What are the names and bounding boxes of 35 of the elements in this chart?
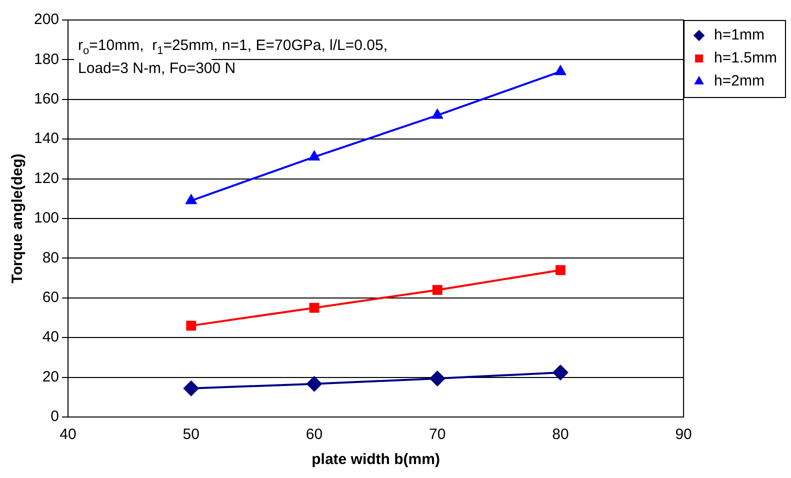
y-axis-title: Torque angle(deg) (9, 154, 26, 284)
annotation: Load=3 N-m, Fo=300 N (78, 60, 236, 77)
point (183, 380, 200, 396)
point (429, 370, 446, 386)
point (186, 320, 196, 331)
point (308, 150, 320, 160)
x-tick-label: 70 (429, 426, 446, 444)
y-tick-label: 160 (34, 90, 60, 108)
legend-label: h=1mm (714, 26, 764, 44)
x-tick-label: 80 (552, 426, 569, 444)
point (185, 194, 198, 204)
x-tick-label: 40 (60, 426, 76, 444)
y-tick-label: 20 (42, 368, 60, 386)
x-axis-title: plate width b(mm) (312, 451, 440, 468)
y-tick-label: 140 (34, 130, 60, 148)
y-tick-label: 80 (42, 249, 60, 266)
x-tick-label: 50 (182, 426, 200, 444)
y-tick-label: 100 (34, 210, 60, 227)
point (552, 364, 568, 381)
x-tick-label: 90 (675, 426, 692, 444)
y-tick-label: 60 (42, 289, 60, 306)
y-tick-label: 180 (34, 50, 60, 68)
x-tick-label: 60 (306, 426, 323, 444)
y-tick-label: 200 (34, 11, 60, 28)
legend-label: h=1.5mm (714, 50, 778, 67)
legend-label: h=2mm (714, 72, 764, 90)
point (432, 285, 442, 295)
point (309, 302, 320, 313)
y-tick-label: 40 (42, 328, 60, 346)
y-tick-label: 120 (34, 170, 60, 187)
point (306, 376, 322, 392)
point (556, 265, 566, 276)
point (431, 108, 444, 119)
y-tick-label: 0 (50, 408, 60, 426)
point (554, 64, 567, 76)
